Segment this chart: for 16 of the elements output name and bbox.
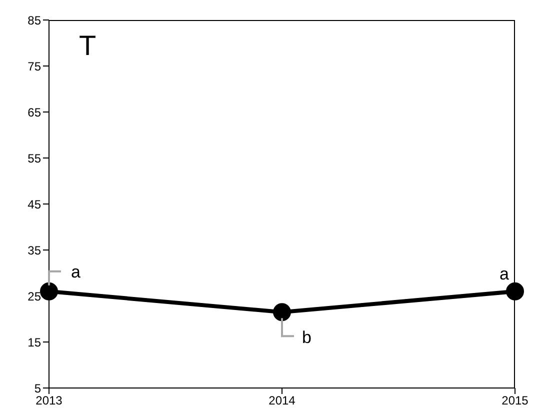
annotation: b: [302, 328, 312, 348]
y-tick-label: 85: [28, 13, 42, 28]
y-tick-label: 65: [28, 105, 42, 120]
y-tick-label: 5: [34, 381, 42, 396]
annotation: a: [500, 264, 510, 284]
y-tick-label: 25: [28, 289, 42, 304]
annotation: T: [79, 30, 96, 61]
annotation: a: [71, 262, 81, 282]
x-tick-label: 2013: [36, 394, 63, 408]
y-tick-label: 55: [28, 151, 42, 166]
y-tick-label: 15: [28, 335, 42, 350]
x-tick-label: 2014: [268, 394, 296, 408]
y-tick-label: 75: [28, 59, 42, 74]
y-tick-label: 35: [28, 243, 42, 258]
x-tick-label: 2015: [502, 394, 529, 408]
y-tick-label: 45: [28, 197, 42, 212]
